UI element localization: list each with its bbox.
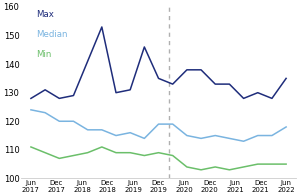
Text: Min: Min (36, 50, 51, 59)
Text: Max: Max (36, 10, 54, 19)
Text: Median: Median (36, 30, 68, 39)
